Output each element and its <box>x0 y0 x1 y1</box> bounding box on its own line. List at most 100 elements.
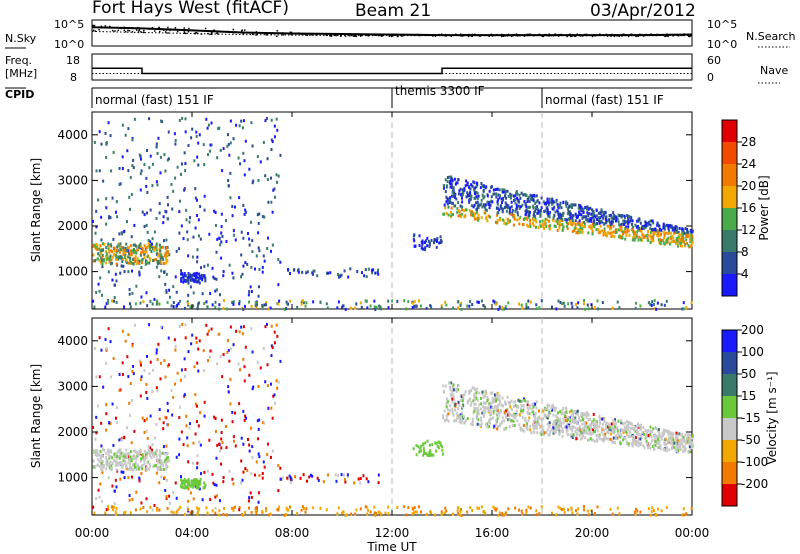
velocity-point <box>126 355 129 359</box>
noise-point <box>660 34 662 36</box>
velocity-point <box>672 445 675 449</box>
velocity-point <box>517 405 520 409</box>
power-point <box>671 234 674 238</box>
cpid-segment-2: themis 3300 IF <box>395 84 485 98</box>
power-point <box>498 196 501 200</box>
power-point <box>681 307 684 311</box>
noise-point <box>165 29 168 31</box>
velocity-point <box>172 511 175 515</box>
x-tick-label: 00:00 <box>75 526 110 540</box>
velocity-point <box>558 422 561 426</box>
nave-ytick-top: 60 <box>707 54 721 67</box>
power-point <box>212 275 215 279</box>
power-point <box>435 245 438 249</box>
velocity-point <box>566 423 569 427</box>
velocity-point <box>138 465 141 469</box>
power-point <box>147 238 150 242</box>
velocity-point <box>475 415 478 419</box>
power-point <box>577 203 580 207</box>
velocity-point <box>470 401 473 405</box>
power-point <box>532 198 535 202</box>
velocity-point <box>153 503 156 507</box>
velocity-point <box>633 438 636 442</box>
power-point <box>632 236 635 240</box>
power-point <box>484 186 487 190</box>
velocity-point <box>123 476 126 480</box>
power-point <box>222 147 225 151</box>
velocity-point <box>185 424 188 428</box>
velocity-point <box>620 421 623 425</box>
colorbar-tick-label: -50 <box>741 433 761 447</box>
colorbar-swatch <box>722 462 737 484</box>
velocity-point <box>427 453 430 457</box>
noise-point <box>672 35 674 37</box>
velocity-point <box>611 512 614 516</box>
power-point <box>143 162 146 166</box>
power-point <box>476 196 479 200</box>
power-point <box>422 247 425 251</box>
velocity-point <box>113 455 116 459</box>
velocity-point <box>250 510 253 514</box>
power-point <box>614 229 617 233</box>
power-point <box>504 306 507 310</box>
velocity-point <box>481 392 484 396</box>
power-point <box>476 210 479 214</box>
velocity-point <box>187 478 190 482</box>
power-point <box>111 278 114 282</box>
power-point <box>445 184 448 188</box>
velocity-point <box>174 345 177 349</box>
velocity-point <box>264 325 267 329</box>
power-point <box>97 198 100 202</box>
noise-point <box>151 26 154 29</box>
velocity-point <box>672 432 675 436</box>
colorbar-swatch <box>722 418 737 440</box>
power-point <box>630 216 633 220</box>
velocity-point <box>93 346 96 350</box>
velocity-point <box>609 507 612 511</box>
power-point <box>240 275 243 279</box>
power-point <box>119 254 122 258</box>
velocity-point <box>596 505 599 509</box>
velocity-point <box>241 513 244 517</box>
velocity-point <box>606 437 609 441</box>
colorbar-swatch <box>722 484 737 506</box>
power-point <box>527 197 530 201</box>
power-point <box>263 259 266 263</box>
velocity-point <box>279 477 282 481</box>
power-point <box>515 203 518 207</box>
power-point <box>166 300 169 304</box>
velocity-point <box>434 513 437 517</box>
velocity-point <box>472 399 475 403</box>
power-point <box>257 221 260 225</box>
power-point <box>554 219 557 223</box>
velocity-point <box>242 357 245 361</box>
power-point <box>178 231 181 235</box>
velocity-point <box>456 512 459 516</box>
velocity-point <box>93 449 96 453</box>
noise-point <box>194 32 197 34</box>
power-point <box>138 270 141 274</box>
power-point <box>663 303 666 307</box>
power-point <box>288 299 291 303</box>
power-point <box>132 158 135 162</box>
power-point <box>130 269 133 273</box>
power-point <box>676 242 679 246</box>
velocity-point <box>122 455 125 459</box>
power-point <box>251 250 254 254</box>
power-point <box>225 219 228 223</box>
power-point <box>576 216 579 220</box>
velocity-point <box>105 428 108 432</box>
power-point <box>118 250 121 254</box>
power-point <box>491 200 494 204</box>
velocity-point <box>627 425 630 429</box>
noise-point <box>92 29 95 32</box>
power-point <box>591 230 594 234</box>
freq-label: Freq. <box>5 54 32 67</box>
nave-label: Nave <box>760 64 788 77</box>
power-point <box>456 306 459 310</box>
velocity-point <box>145 382 148 386</box>
power-point <box>442 184 445 188</box>
velocity-point <box>140 375 143 379</box>
power-point <box>558 226 561 230</box>
velocity-point <box>197 369 200 373</box>
